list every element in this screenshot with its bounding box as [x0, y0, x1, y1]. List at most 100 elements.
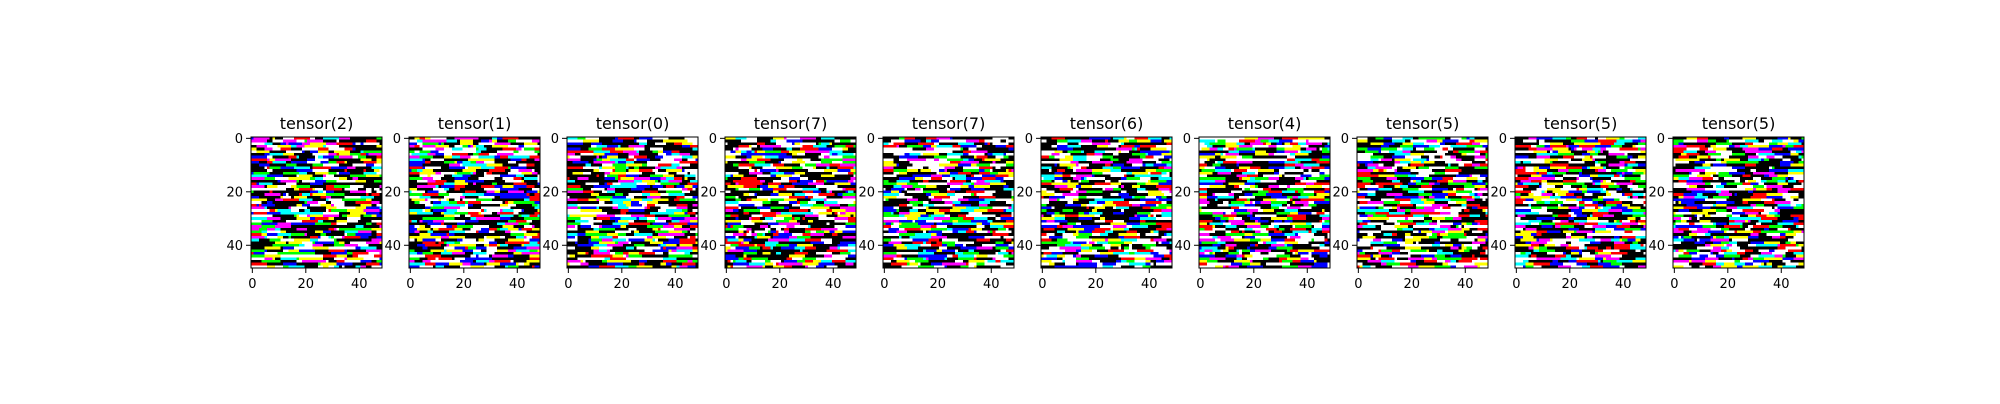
image-pixel-run [283, 193, 286, 196]
image-pixel-run [1062, 193, 1078, 196]
image-pixel-run [1052, 252, 1063, 255]
image-pixel-run [1145, 153, 1148, 156]
image-pixel-run [816, 257, 824, 260]
image-pixel-run [725, 140, 741, 143]
image-pixel-run [339, 215, 342, 218]
image-pixel-run [647, 161, 663, 164]
image-pixel-run [687, 207, 698, 210]
image-pixel-run [489, 204, 500, 207]
image-pixel-run [1041, 263, 1049, 266]
image-pixel-run [508, 239, 524, 242]
image-pixel-run [966, 177, 982, 180]
image-pixel-run [1111, 164, 1114, 167]
image-pixel-run [1062, 172, 1078, 175]
image-pixel-run [682, 177, 685, 180]
image-pixel-run [1226, 185, 1234, 188]
image-pixel-run [361, 196, 375, 199]
image-pixel-run [637, 217, 640, 220]
image-pixel-run [840, 164, 856, 167]
image-pixel-run [738, 201, 752, 204]
image-pixel-run [508, 145, 519, 148]
image-pixel-run [1041, 220, 1047, 223]
image-pixel-run [366, 148, 382, 151]
image-pixel-run [631, 190, 642, 193]
image-pixel-run [1089, 247, 1105, 250]
image-pixel-run [580, 158, 594, 161]
image-pixel-run [1159, 241, 1162, 244]
image-pixel-run [337, 220, 348, 223]
image-pixel-run [331, 252, 347, 255]
image-pixel-run [915, 150, 921, 153]
image-pixel-run [896, 180, 910, 183]
image-pixel-run [433, 228, 439, 231]
image-pixel-run [567, 169, 581, 172]
image-pixel-run [1269, 220, 1275, 223]
image-pixel-run [669, 231, 683, 234]
image-pixel-run [915, 260, 929, 263]
image-pixel-run [886, 233, 900, 236]
image-pixel-run [288, 236, 291, 239]
image-pixel-run [425, 161, 431, 164]
image-pixel-run [832, 212, 835, 215]
image-pixel-run [575, 180, 586, 183]
image-pixel-run [902, 236, 910, 239]
image-pixel-run [679, 161, 695, 164]
image-pixel-run [612, 239, 626, 242]
image-pixel-run [725, 174, 731, 177]
image-pixel-run [495, 180, 506, 183]
image-pixel-run [795, 241, 811, 244]
image-pixel-run [679, 182, 687, 185]
image-pixel-run [1081, 140, 1092, 143]
image-pixel-run [304, 212, 307, 215]
image-pixel-run [497, 228, 500, 231]
image-pixel-run [1070, 207, 1086, 210]
image-pixel-run [995, 198, 1011, 201]
image-pixel-run [744, 231, 747, 234]
image-pixel-run [337, 161, 345, 164]
image-pixel-run [513, 153, 524, 156]
image-pixel-run [489, 217, 500, 220]
image-pixel-run [666, 142, 674, 145]
image-pixel-run [843, 174, 854, 177]
image-pixel-run [792, 257, 803, 260]
image-pixel-run [883, 247, 897, 250]
image-pixel-run [1226, 145, 1240, 148]
image-pixel-run [773, 196, 789, 199]
image-pixel-run [894, 185, 902, 188]
image-pixel-run [1135, 145, 1141, 148]
image-pixel-run [527, 231, 541, 234]
image-pixel-run [776, 169, 779, 172]
image-pixel-run [363, 257, 374, 260]
image-pixel-run [371, 166, 382, 169]
image-pixel-run [1105, 207, 1113, 210]
image-pixel-run [824, 231, 830, 234]
image-pixel-run [307, 212, 323, 215]
image-pixel-run [479, 231, 490, 234]
image-pixel-run [438, 198, 441, 201]
image-pixel-run [1228, 212, 1231, 215]
image-pixel-run [312, 260, 320, 263]
image-pixel-run [792, 145, 803, 148]
image-pixel-run [974, 185, 977, 188]
image-pixel-run [904, 193, 915, 196]
image-pixel-run [420, 247, 423, 250]
image-pixel-run [765, 156, 779, 159]
image-pixel-run [1236, 225, 1247, 228]
image-pixel-run [752, 215, 763, 218]
image-pixel-run [345, 244, 359, 247]
image-pixel-run [995, 212, 1011, 215]
image-pixel-run [519, 217, 525, 220]
image-pixel-run [645, 207, 648, 210]
image-pixel-run [840, 228, 854, 231]
image-pixel-run [1137, 190, 1148, 193]
image-pixel-run [1223, 249, 1229, 252]
image-pixel-run [926, 257, 929, 260]
image-pixel-run [1199, 228, 1205, 231]
image-pixel-run [1070, 174, 1076, 177]
image-pixel-run [1127, 190, 1138, 193]
image-pixel-run [315, 156, 318, 159]
image-pixel-run [816, 172, 832, 175]
image-pixel-run [1073, 158, 1087, 161]
image-pixel-run [599, 228, 615, 231]
image-pixel-run [934, 223, 937, 226]
